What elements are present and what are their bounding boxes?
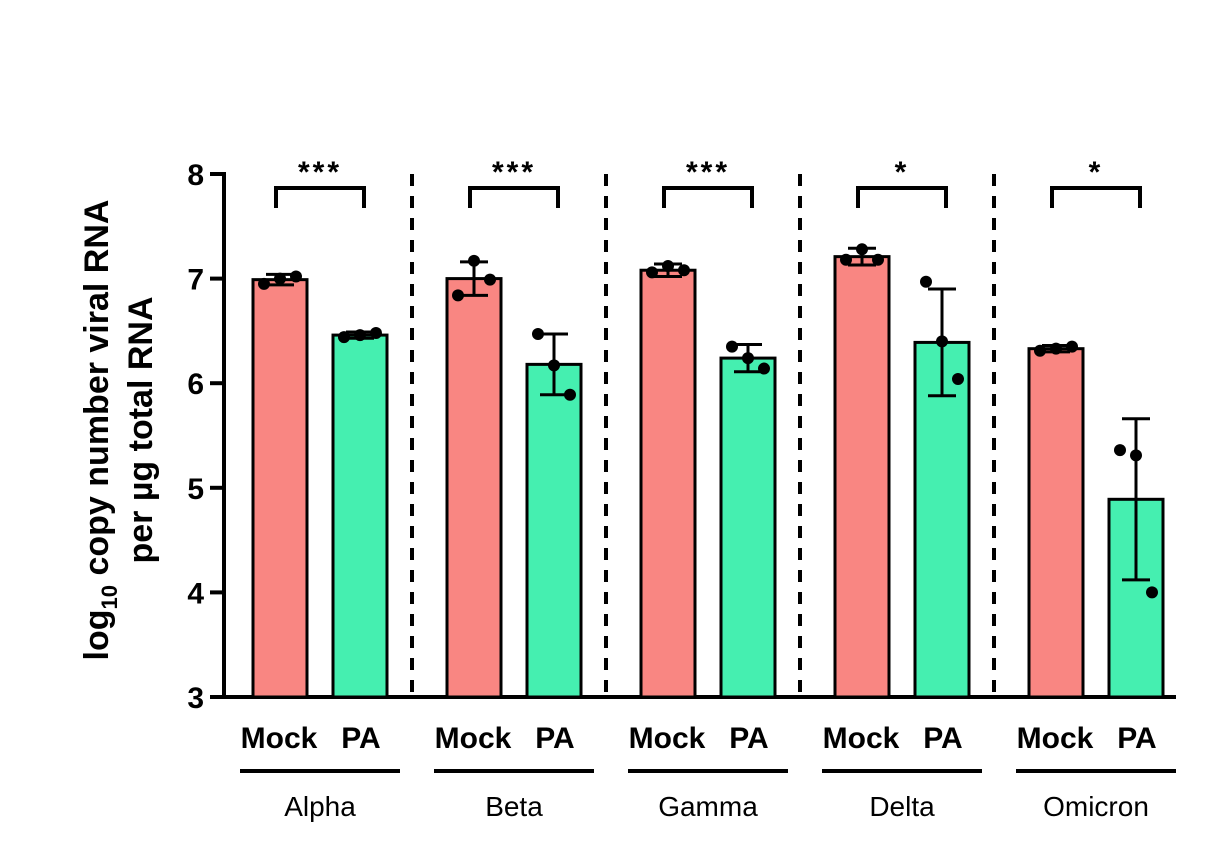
condition-label: Mock xyxy=(241,722,318,755)
data-point xyxy=(856,243,868,256)
significance-label: *** xyxy=(686,156,730,189)
condition-label: PA xyxy=(1117,722,1156,755)
condition-label: PA xyxy=(923,722,962,755)
group-label: Delta xyxy=(869,791,935,822)
y-tick-label: 7 xyxy=(187,264,204,297)
bar-pa xyxy=(331,333,389,699)
data-point xyxy=(872,253,884,266)
bar-mock xyxy=(1027,347,1085,699)
significance-bracket xyxy=(1050,186,1142,208)
y-axis-title-subscript: 10 xyxy=(97,585,122,609)
condition-label: Mock xyxy=(629,722,706,755)
data-point xyxy=(1130,449,1142,462)
y-axis-title-line2: per µg total RNA xyxy=(122,296,160,563)
data-point xyxy=(548,359,560,372)
significance-label: *** xyxy=(298,156,342,189)
y-tick-label: 8 xyxy=(187,159,204,192)
data-point xyxy=(920,275,932,288)
y-axis-title-log: log xyxy=(78,609,116,660)
significance-label: * xyxy=(1089,156,1104,189)
data-point xyxy=(468,254,480,267)
data-point xyxy=(1050,342,1062,355)
condition-label: Mock xyxy=(435,722,512,755)
data-point xyxy=(258,277,270,290)
bar-pa xyxy=(719,356,777,699)
group-label: Alpha xyxy=(284,791,356,822)
bar-pa xyxy=(913,340,971,699)
data-point xyxy=(1066,340,1078,353)
significance-bracket xyxy=(468,186,560,208)
bar-mock xyxy=(639,268,697,699)
y-tick-label: 4 xyxy=(187,577,204,610)
y-axis-title-line1: log10 copy number viral RNA xyxy=(78,200,122,661)
data-point xyxy=(274,272,286,285)
significance-bracket xyxy=(662,186,754,208)
group-label: Beta xyxy=(485,791,543,822)
data-point xyxy=(646,266,658,279)
condition-label: PA xyxy=(729,722,768,755)
data-point xyxy=(532,328,544,341)
condition-label: PA xyxy=(341,722,380,755)
data-point xyxy=(1114,444,1126,457)
y-tick-label: 6 xyxy=(187,368,204,401)
significance-bracket xyxy=(856,186,948,208)
data-point xyxy=(484,273,496,286)
bar-mock xyxy=(445,277,503,699)
condition-label: Mock xyxy=(823,722,900,755)
significance-label: * xyxy=(895,156,910,189)
data-point xyxy=(840,253,852,266)
group-label: Gamma xyxy=(658,791,758,822)
data-point xyxy=(1034,344,1046,357)
y-axis-title: log10 copy number viral RNA per µg total… xyxy=(78,200,160,661)
data-point xyxy=(662,260,674,273)
condition-label: Mock xyxy=(1017,722,1094,755)
bar-pa xyxy=(525,362,583,699)
data-point xyxy=(452,289,464,302)
data-point xyxy=(678,264,690,277)
group-label: Omicron xyxy=(1043,791,1149,822)
bar-mock xyxy=(833,255,891,699)
data-point xyxy=(936,335,948,348)
significance-bracket xyxy=(274,186,366,208)
data-point xyxy=(564,388,576,401)
data-point xyxy=(726,340,738,353)
y-tick-label: 5 xyxy=(187,473,204,506)
data-point xyxy=(1146,586,1158,599)
significance-label: *** xyxy=(492,156,536,189)
data-point xyxy=(370,326,382,339)
condition-label: PA xyxy=(535,722,574,755)
data-point xyxy=(338,331,350,344)
plot-area: 3 4 5 6 7 8 Mock PA *** Alpha Mock PA *** Beta Mock PA *… xyxy=(187,156,1176,822)
bar-mock xyxy=(251,278,309,699)
data-point xyxy=(952,373,964,386)
data-point xyxy=(290,270,302,283)
data-point xyxy=(742,352,754,365)
data-point xyxy=(354,329,366,342)
y-tick-label: 3 xyxy=(187,682,204,715)
y-axis-title-rest: copy number viral RNA xyxy=(78,200,116,585)
data-point xyxy=(758,362,770,375)
